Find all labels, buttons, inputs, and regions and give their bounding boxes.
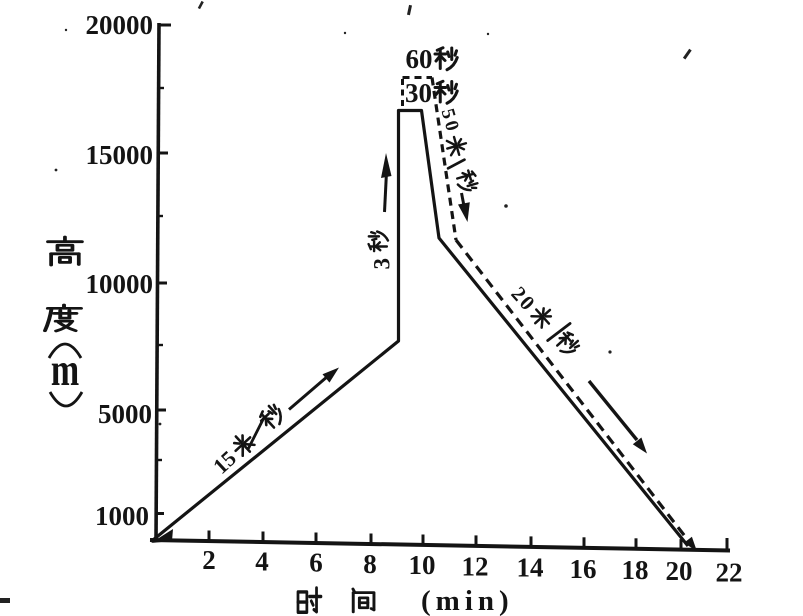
svg-text:8: 8 bbox=[363, 549, 377, 579]
svg-text:10000: 10000 bbox=[86, 269, 154, 299]
svg-text:16: 16 bbox=[570, 554, 597, 584]
svg-text:14: 14 bbox=[517, 553, 544, 583]
svg-text:(min): (min) bbox=[421, 585, 514, 616]
svg-text:20000: 20000 bbox=[86, 10, 154, 40]
svg-text:2: 2 bbox=[202, 545, 216, 575]
svg-text:20: 20 bbox=[666, 556, 693, 586]
svg-text:60: 60 bbox=[406, 44, 433, 74]
svg-text:12: 12 bbox=[462, 551, 489, 581]
svg-text:22: 22 bbox=[716, 557, 743, 587]
svg-text:4: 4 bbox=[255, 546, 269, 576]
svg-text:30: 30 bbox=[405, 78, 432, 108]
svg-text:15000: 15000 bbox=[86, 140, 154, 170]
svg-text:m: m bbox=[51, 343, 79, 396]
svg-text:10: 10 bbox=[409, 550, 436, 580]
svg-text:5000: 5000 bbox=[98, 399, 152, 429]
svg-text:3: 3 bbox=[370, 258, 395, 270]
svg-text:1000: 1000 bbox=[95, 501, 149, 531]
svg-text:6: 6 bbox=[309, 548, 323, 578]
svg-text:18: 18 bbox=[622, 555, 649, 585]
